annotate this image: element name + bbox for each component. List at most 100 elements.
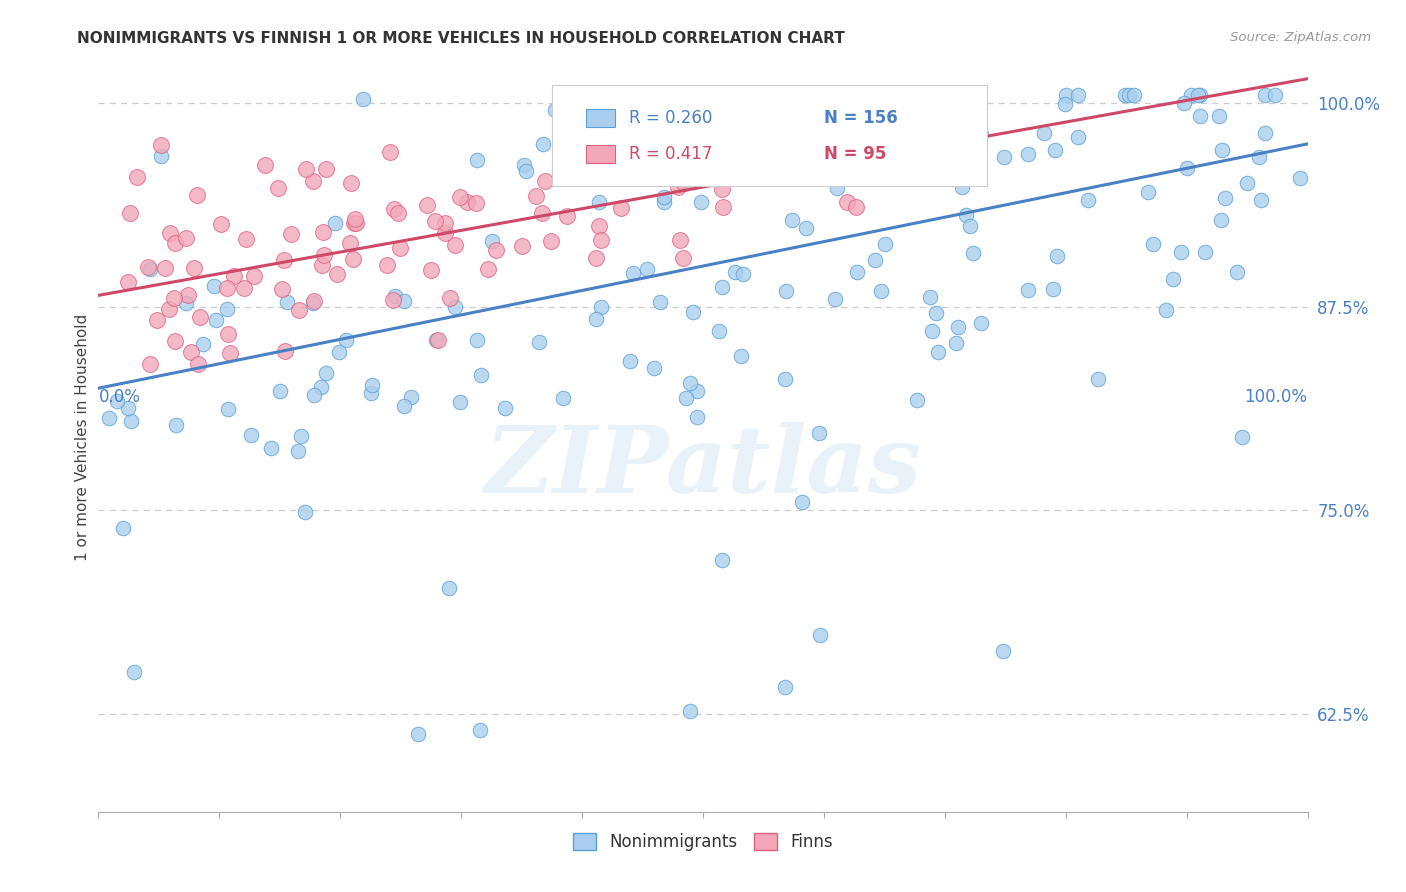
Point (381, 293, 404, 307)
Point (686, 409, 709, 424)
Point (444, 237, 467, 252)
Point (174, 231, 197, 245)
Point (1188, 109, 1211, 123)
Point (419, 263, 441, 277)
Point (1289, 170, 1312, 185)
Point (443, 300, 465, 314)
Point (962, 245, 984, 260)
Point (439, 291, 461, 305)
Point (243, 269, 266, 284)
Point (205, 313, 228, 327)
Point (150, 149, 173, 163)
Bar (586, 109, 614, 128)
Point (650, 295, 672, 310)
Point (1226, 265, 1249, 279)
Point (845, 200, 868, 214)
Point (807, 426, 830, 441)
Point (609, 202, 631, 216)
Point (1017, 147, 1039, 161)
Point (191, 337, 214, 351)
Point (323, 216, 346, 230)
Point (117, 401, 139, 416)
Point (328, 345, 350, 359)
Point (117, 275, 139, 289)
Point (159, 226, 181, 240)
Point (825, 181, 848, 195)
Point (470, 368, 492, 383)
Point (149, 138, 172, 153)
Point (209, 217, 232, 231)
Point (773, 372, 796, 386)
Point (1230, 430, 1253, 444)
Point (865, 253, 887, 268)
Point (824, 293, 846, 307)
Point (232, 281, 254, 295)
Bar (586, 145, 614, 163)
Point (335, 333, 357, 347)
Point (267, 180, 290, 194)
Point (392, 294, 415, 309)
Point (672, 252, 695, 266)
Point (434, 226, 457, 240)
Point (1017, 283, 1039, 297)
Point (588, 219, 610, 233)
Point (360, 386, 382, 401)
Point (711, 553, 734, 567)
Point (387, 206, 409, 220)
Point (1142, 237, 1164, 252)
Point (515, 163, 537, 178)
Point (1154, 302, 1177, 317)
Point (339, 235, 361, 250)
Point (342, 252, 364, 266)
Point (1123, 88, 1146, 103)
Point (165, 235, 187, 250)
Point (1032, 126, 1054, 140)
Point (239, 428, 262, 442)
Point (215, 281, 238, 295)
Point (176, 288, 198, 302)
Point (120, 413, 142, 427)
Point (970, 127, 993, 141)
Point (468, 723, 491, 738)
Point (1208, 109, 1230, 123)
Point (620, 88, 643, 103)
Point (1173, 95, 1195, 110)
Point (845, 265, 868, 279)
Point (1136, 185, 1159, 199)
Point (918, 290, 941, 304)
Point (531, 137, 554, 152)
Point (733, 267, 755, 281)
Point (280, 227, 302, 241)
Point (343, 211, 366, 226)
Point (950, 180, 973, 194)
Point (711, 280, 734, 294)
Point (254, 158, 277, 172)
Point (494, 401, 516, 415)
Point (1175, 161, 1198, 176)
Point (955, 208, 977, 222)
Point (619, 354, 641, 368)
Point (186, 188, 208, 202)
Point (273, 253, 295, 268)
Point (217, 402, 239, 417)
Point (465, 153, 488, 168)
Point (423, 214, 446, 228)
Point (970, 316, 993, 330)
Point (1194, 244, 1216, 259)
Point (702, 133, 724, 147)
Text: N = 95: N = 95 (824, 145, 886, 163)
Point (555, 209, 578, 223)
Point (876, 122, 898, 136)
Point (1211, 143, 1233, 157)
Point (527, 334, 550, 349)
Point (675, 391, 697, 405)
Text: R = 0.417: R = 0.417 (630, 145, 713, 163)
Point (157, 301, 180, 316)
Point (773, 680, 796, 694)
Point (1213, 191, 1236, 205)
Point (217, 302, 239, 317)
Point (434, 216, 457, 230)
Point (585, 251, 607, 265)
Point (657, 108, 679, 122)
Point (692, 129, 714, 144)
